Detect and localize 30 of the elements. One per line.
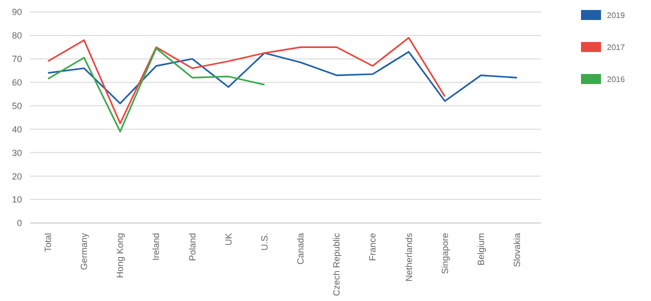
x-tick-label: Hong Kong	[115, 233, 126, 278]
x-tick-label: Czech Republic	[332, 232, 342, 296]
line-series	[47, 36, 446, 124]
y-tick-label: 60	[12, 77, 22, 88]
x-tick-label: Singapore	[440, 233, 450, 274]
y-tick-label: 20	[12, 171, 22, 182]
y-tick-label: 30	[12, 148, 22, 158]
y-tick-label: 70	[12, 54, 22, 64]
y-tick-label: 40	[12, 124, 22, 134]
x-tick-label: Slovakia	[512, 233, 522, 268]
x-tick-label: Netherlands	[404, 232, 414, 282]
x-tick-label: Canada	[296, 233, 306, 265]
y-tick-label: 50	[12, 100, 22, 111]
line-series	[47, 48, 266, 132]
x-tick-label: Poland	[187, 233, 198, 262]
y-tick-label: 0	[16, 218, 22, 228]
x-tick-label: Total	[43, 233, 53, 252]
legend-label: 2017	[607, 42, 626, 52]
legend-label: 2019	[607, 10, 626, 20]
y-tick-label: 10	[12, 194, 22, 205]
x-tick-label: U.S.	[259, 233, 270, 251]
x-tick-label: Belgium	[476, 233, 486, 266]
x-tick-label: France	[368, 233, 378, 262]
y-tick-label: 80	[12, 30, 22, 41]
y-tick-label: 90	[12, 7, 22, 18]
x-tick-label: Ireland	[151, 233, 162, 261]
x-tick-label: Germany	[79, 232, 90, 270]
line-series	[47, 51, 518, 104]
legend-label: 2016	[607, 74, 626, 84]
x-tick-label: UK	[223, 233, 234, 246]
